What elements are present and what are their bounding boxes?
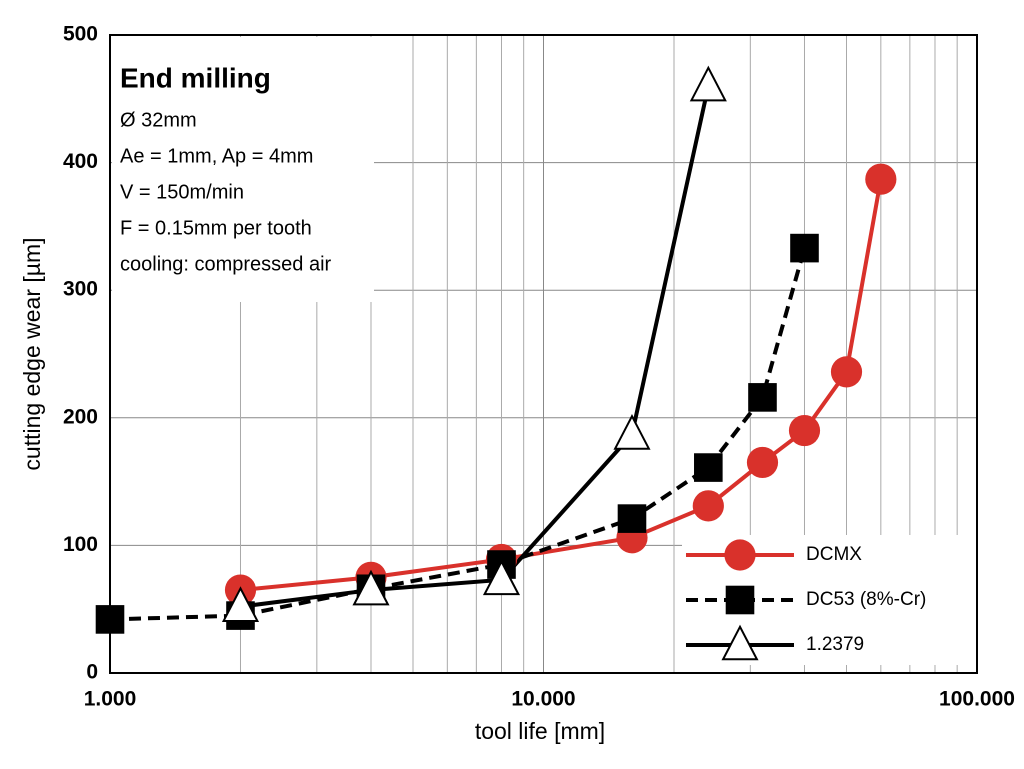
y-tick-label: 500 <box>63 23 98 46</box>
marker <box>95 605 125 634</box>
annotation: F = 0.15mm per tooth <box>120 217 312 239</box>
marker <box>865 163 897 195</box>
marker <box>790 233 819 263</box>
series-line <box>109 247 807 622</box>
marker <box>692 490 724 522</box>
y-tick-label: 200 <box>63 405 98 428</box>
marker <box>830 356 863 388</box>
y-tick-label: 100 <box>63 533 98 556</box>
marker <box>221 586 260 622</box>
annotation: Ae = 1mm, Ap = 4mm <box>120 145 313 167</box>
marker <box>694 453 723 482</box>
y-tick-label: 400 <box>63 150 98 173</box>
annotation-background <box>112 37 374 302</box>
marker <box>689 65 727 102</box>
annotation: Ø 32mm <box>120 109 197 131</box>
marker <box>748 383 777 412</box>
marker <box>788 414 821 447</box>
x-axis-label: tool life [mm] <box>475 718 605 744</box>
marker <box>724 539 756 571</box>
marker <box>613 414 651 450</box>
marker <box>482 559 521 596</box>
marker <box>352 569 390 606</box>
x-tick-label: 100.000 <box>939 688 1015 711</box>
marker <box>617 504 647 533</box>
y-tick-label: 0 <box>86 661 98 684</box>
plot-frame <box>109 34 978 674</box>
y-axis-label: cutting edge wear [µm] <box>19 237 45 470</box>
marker <box>725 585 755 615</box>
legend-label: DCMX <box>806 544 862 565</box>
x-tick-label: 10.000 <box>511 688 575 711</box>
marker <box>721 624 759 661</box>
annotation: cooling: compressed air <box>120 253 332 275</box>
legend-label: DC53 (8%-Cr) <box>806 589 926 610</box>
legend-label: 1.2379 <box>806 634 864 655</box>
x-tick-label: 1.000 <box>84 688 137 711</box>
marker <box>746 446 779 479</box>
y-tick-label: 300 <box>63 278 98 301</box>
annotation: V = 150m/min <box>120 181 244 203</box>
annotation-title: End milling <box>120 62 271 93</box>
